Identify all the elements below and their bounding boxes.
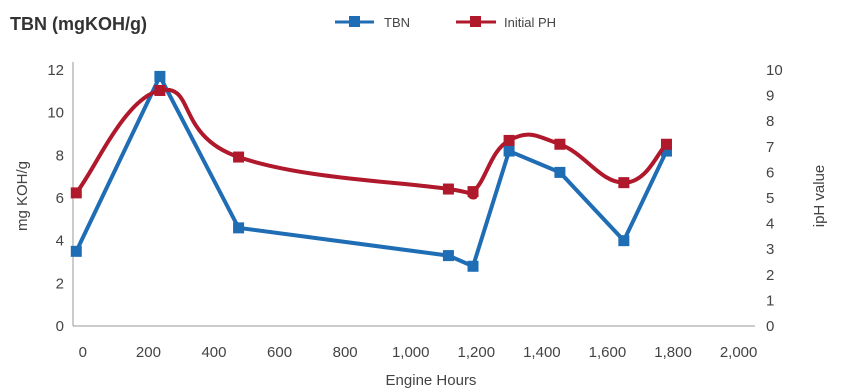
x-tick-label: 1,200 (458, 344, 496, 361)
data-point-initial-ph[interactable] (233, 151, 245, 163)
y2-tick-label: 9 (766, 88, 774, 105)
legend-item-tbn[interactable]: TBN (335, 15, 410, 30)
x-tick-label: 600 (267, 344, 292, 361)
y2-tick-label: 0 (766, 318, 774, 335)
y-tick-label: 12 (47, 62, 64, 79)
legend: TBN Initial PH (335, 15, 556, 30)
x-tick-label: 1,400 (523, 344, 561, 361)
x-tick-labels: 0 200 400 600 800 1,000 1,200 1,400 1,600 1,800 2,… (79, 344, 758, 361)
data-point-tbn[interactable] (660, 145, 672, 157)
series-layer (70, 70, 672, 272)
data-point-tbn[interactable] (467, 260, 479, 272)
data-point-initial-ph[interactable] (70, 187, 82, 199)
data-point-initial-ph[interactable] (442, 183, 454, 195)
x-tick-label: 2,000 (720, 344, 758, 361)
y-tick-label: 6 (56, 190, 64, 207)
legend-marker-tbn (349, 16, 360, 27)
chart-title: TBN (mgKOH/g) (10, 14, 147, 34)
y-axis-title: mg KOH/g (14, 161, 31, 231)
x-tick-label: 1,600 (589, 344, 627, 361)
data-point-initial-ph[interactable] (154, 84, 166, 96)
data-point-tbn[interactable] (503, 145, 515, 157)
series-tbn (70, 70, 672, 272)
y2-tick-label: 3 (766, 241, 774, 258)
data-point-tbn[interactable] (618, 235, 630, 247)
legend-item-initial-ph[interactable]: Initial PH (456, 15, 556, 30)
y2-tick-label: 7 (766, 139, 774, 156)
y2-axis-title: ipH value (811, 165, 828, 228)
series-line-tbn (74, 74, 669, 269)
y2-tick-label: 5 (766, 190, 774, 207)
data-point-tbn[interactable] (233, 222, 245, 234)
series-initial-ph (70, 84, 672, 200)
series-line-initial-ph (74, 87, 668, 200)
y-tick-label: 2 (56, 275, 64, 292)
data-point-tbn[interactable] (70, 245, 82, 257)
y2-tick-label: 6 (766, 164, 774, 181)
legend-marker-initial-ph (470, 16, 481, 27)
x-axis-title: Engine Hours (386, 372, 477, 389)
data-point-initial-ph[interactable] (467, 186, 479, 198)
y-tick-label: 4 (56, 233, 64, 250)
x-tick-label: 0 (79, 344, 87, 361)
x-tick-label: 1,000 (392, 344, 430, 361)
y2-tick-labels: 0 1 2 3 4 5 6 7 8 9 10 (766, 62, 783, 335)
y2-tick-label: 8 (766, 113, 774, 130)
y-tick-labels: 0 2 4 6 8 10 12 (47, 62, 64, 335)
x-tick-label: 800 (333, 344, 358, 361)
y2-tick-label: 2 (766, 267, 774, 284)
y-tick-label: 10 (47, 105, 64, 122)
x-tick-label: 400 (201, 344, 226, 361)
data-point-tbn[interactable] (154, 70, 166, 82)
x-tick-label: 200 (136, 344, 161, 361)
data-point-initial-ph[interactable] (503, 134, 515, 146)
legend-label-tbn: TBN (384, 15, 410, 30)
data-point-initial-ph[interactable] (554, 138, 566, 150)
data-point-initial-ph[interactable] (660, 138, 672, 150)
y2-tick-label: 10 (766, 62, 783, 79)
data-point-initial-ph[interactable] (618, 177, 630, 189)
y-tick-label: 8 (56, 147, 64, 164)
data-point-tbn[interactable] (554, 166, 566, 178)
y2-tick-label: 4 (766, 216, 774, 233)
legend-label-initial-ph: Initial PH (504, 15, 556, 30)
y2-tick-label: 1 (766, 292, 774, 309)
data-point-tbn[interactable] (442, 250, 454, 262)
x-tick-label: 1,800 (654, 344, 692, 361)
y-tick-label: 0 (56, 318, 64, 335)
